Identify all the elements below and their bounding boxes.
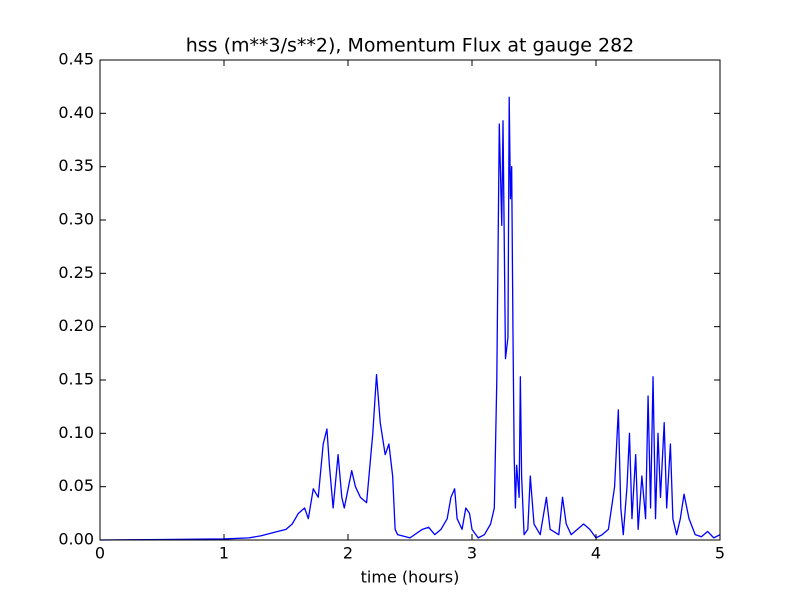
y-tick-label: 0.15 [58, 370, 94, 389]
x-tick-label: 4 [591, 544, 601, 563]
y-tick-label: 0.20 [58, 316, 94, 335]
y-tick-label: 0.45 [58, 50, 94, 69]
plot-frame [99, 59, 721, 541]
chart-title: hss (m**3/s**2), Momentum Flux at gauge … [186, 35, 635, 57]
y-tick-label: 0.40 [58, 103, 94, 122]
x-tick-label: 3 [467, 544, 477, 563]
x-axis-label: time (hours) [361, 568, 460, 587]
y-tick-label: 0.30 [58, 210, 94, 229]
data-line [99, 96, 721, 541]
y-tick-label: 0.00 [58, 530, 94, 549]
x-tick-label: 5 [715, 544, 725, 563]
y-tick-label: 0.05 [58, 476, 94, 495]
y-tick-label: 0.35 [58, 156, 94, 175]
y-tick-label: 0.25 [58, 263, 94, 282]
x-tick-label: 2 [343, 544, 353, 563]
x-tick-label: 1 [219, 544, 229, 563]
x-tick-label: 0 [95, 544, 105, 563]
y-tick-label: 0.10 [58, 423, 94, 442]
